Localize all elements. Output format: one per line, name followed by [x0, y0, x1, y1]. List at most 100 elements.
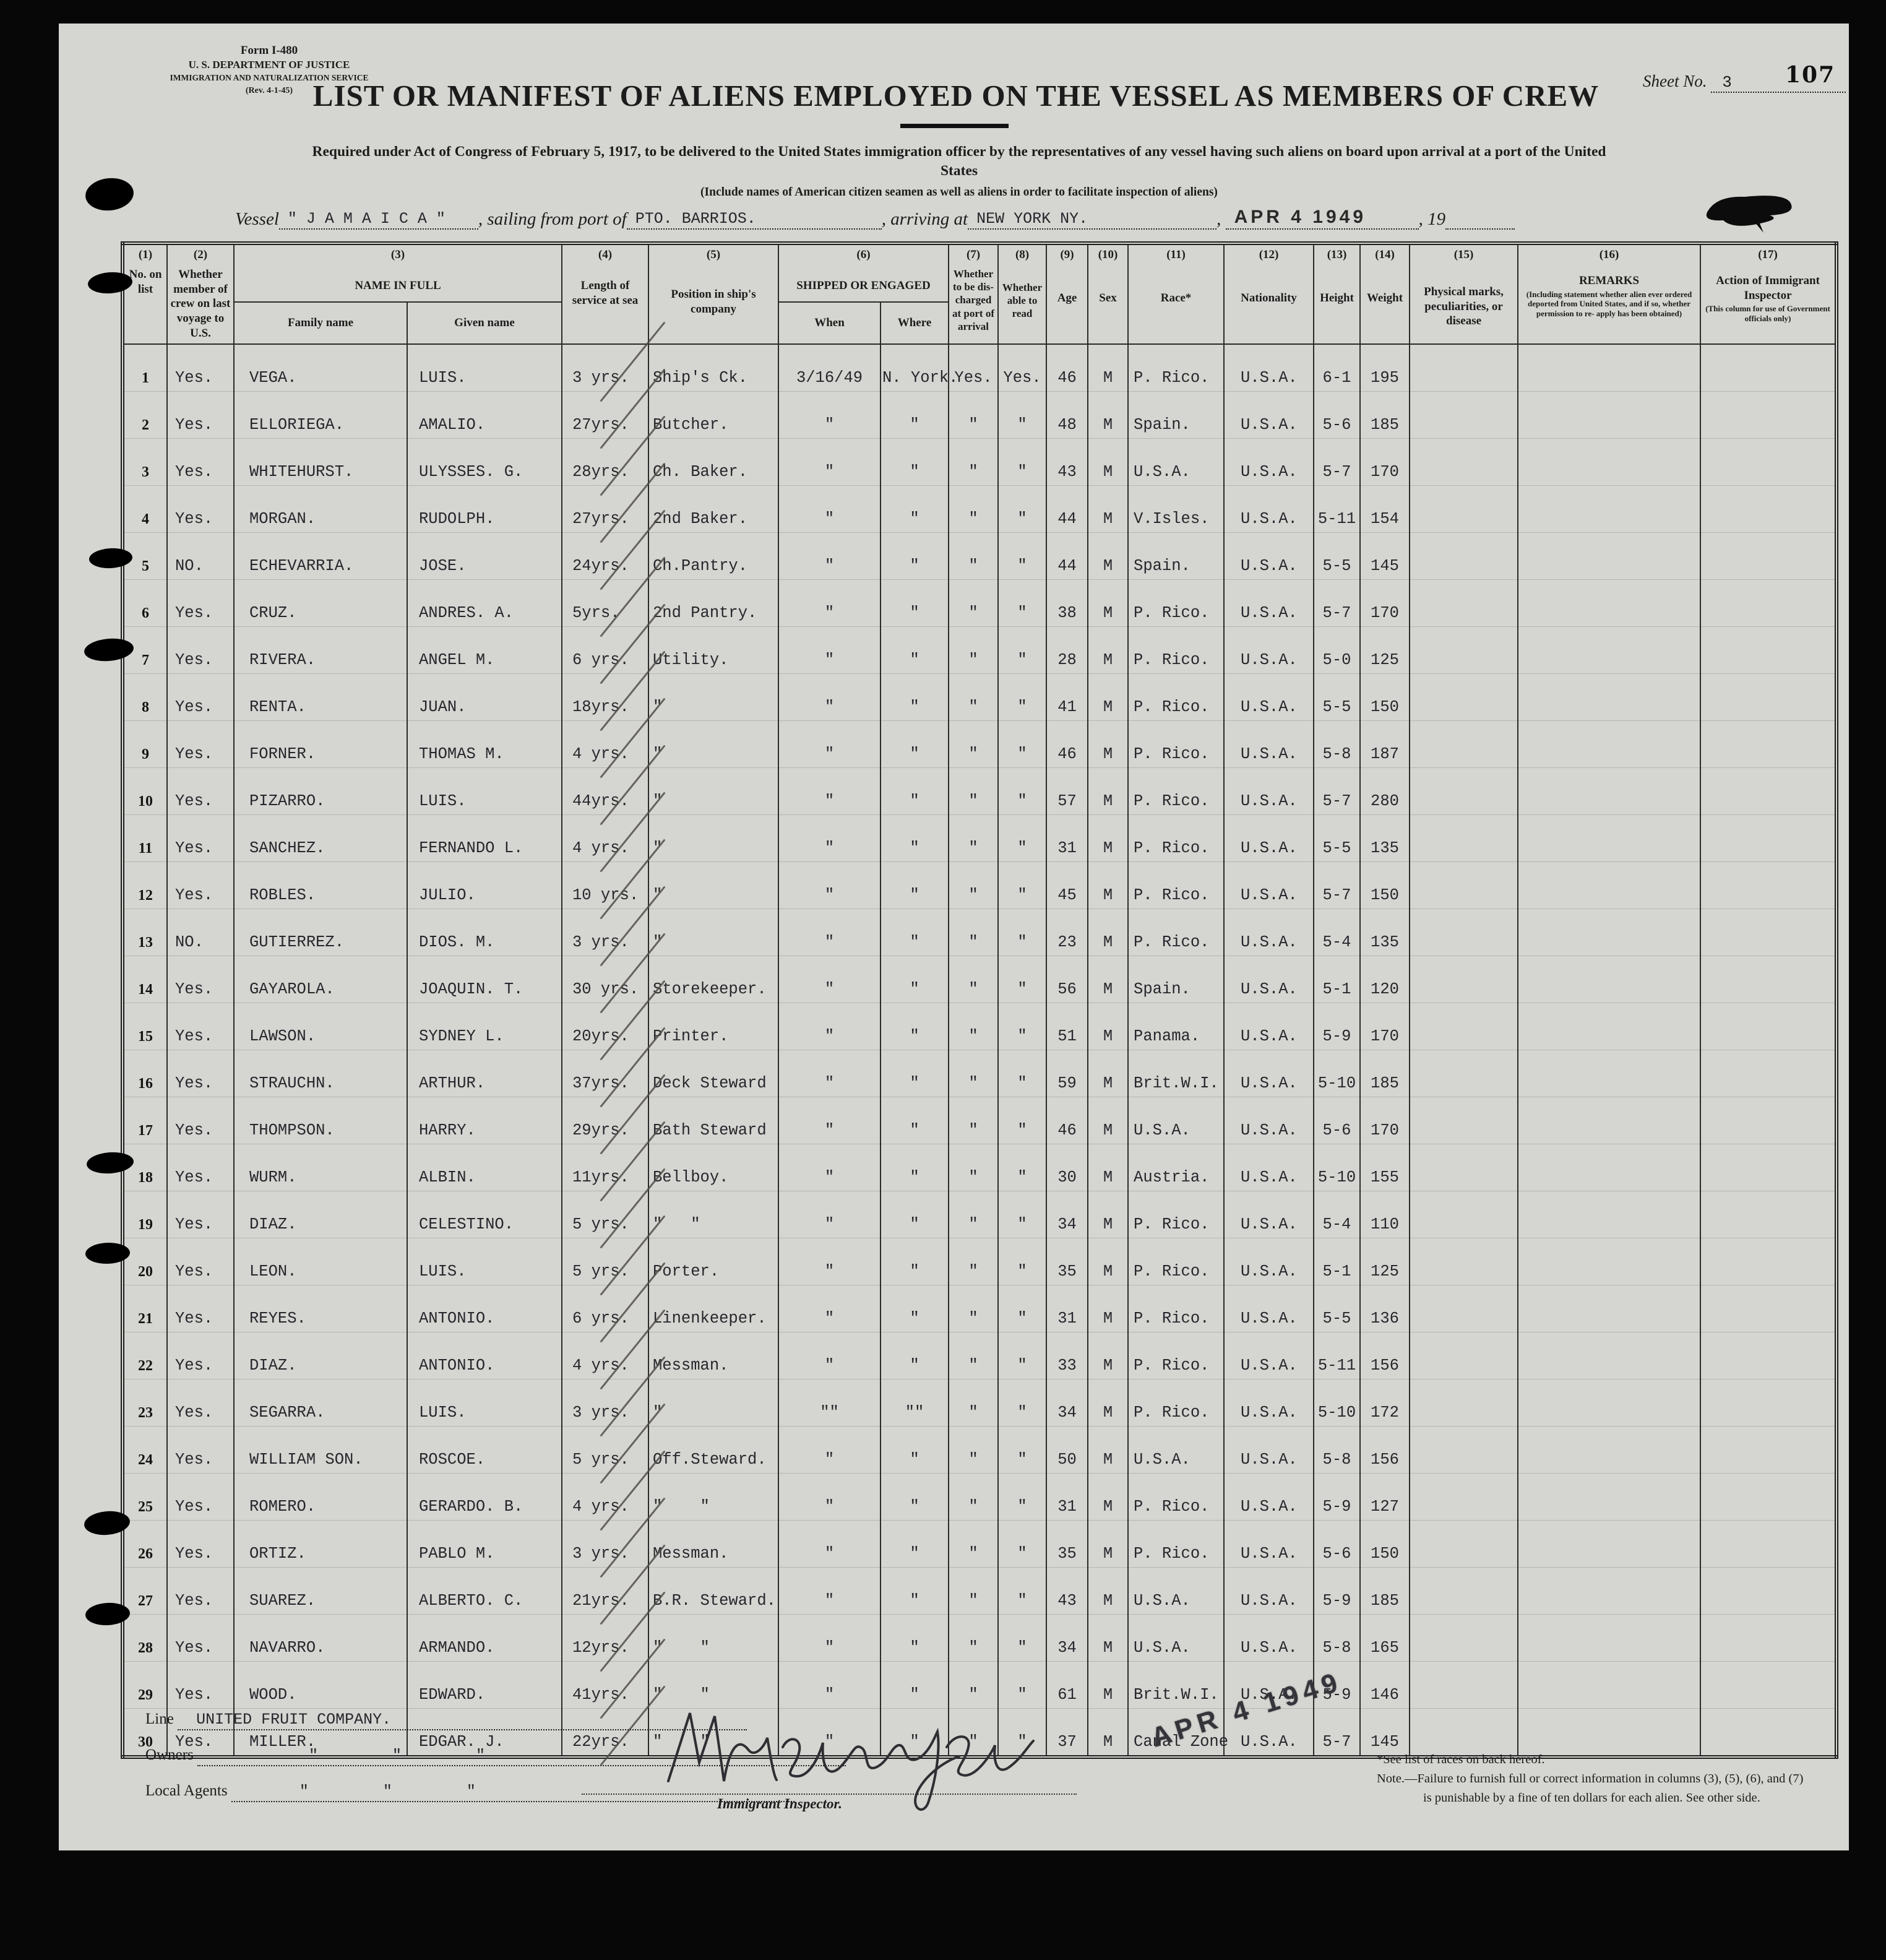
- cell-weight: 185: [1359, 1567, 1411, 1615]
- cell-height: 5-9: [1313, 1661, 1361, 1709]
- cell-list-number: 13: [122, 909, 168, 956]
- cell-family-name: SANCHEZ.: [233, 814, 408, 862]
- cell-given-name: ALBIN.: [407, 1144, 562, 1191]
- table-row: 10 Yes. PIZARRO. LUIS. 44yrs. " " " " " …: [122, 767, 1838, 815]
- cell-able-to-read: ": [997, 438, 1048, 486]
- cell-able-to-read: Yes.: [997, 343, 1048, 392]
- sailing-port-value: PTO. BARRIOS.: [626, 210, 882, 230]
- cell-remarks: [1517, 1285, 1702, 1332]
- cell-shipped-where: ": [879, 1191, 950, 1238]
- cell-shipped-where: ": [879, 1567, 950, 1615]
- cell-member-last-voyage: Yes.: [166, 1473, 235, 1521]
- cell-list-number: 12: [122, 861, 168, 909]
- cell-able-to-read: ": [997, 1144, 1048, 1191]
- cell-nationality: U.S.A.: [1223, 1426, 1315, 1474]
- cell-family-name: ROMERO.: [233, 1473, 408, 1521]
- cell-service-length: 20yrs.: [561, 1003, 649, 1050]
- table-row: 9 Yes. FORNER. THOMAS M. 4 yrs. " " " " …: [122, 720, 1838, 768]
- cell-age: 35: [1046, 1238, 1089, 1285]
- cell-shipped-where: N. York.: [879, 343, 958, 392]
- form-number: Form I-480: [240, 44, 298, 57]
- sheet-number-value: 3: [1711, 73, 1846, 93]
- cell-race: U.S.A.: [1127, 1097, 1225, 1144]
- page-title: LIST OR MANIFEST OF ALIENS EMPLOYED ON T…: [312, 79, 1600, 113]
- cell-given-name: DIOS. M.: [407, 909, 562, 956]
- cell-member-last-voyage: Yes.: [166, 673, 235, 721]
- cell-weight: 280: [1359, 767, 1411, 815]
- cell-family-name: CRUZ.: [233, 579, 408, 627]
- cell-member-last-voyage: Yes.: [166, 391, 235, 439]
- cell-nationality: U.S.A.: [1223, 343, 1315, 392]
- cell-weight: 150: [1359, 673, 1411, 721]
- cell-inspector-action: [1700, 1567, 1838, 1615]
- cell-given-name: JULIO.: [407, 861, 562, 909]
- cell-age: 50: [1046, 1426, 1089, 1474]
- cell-remarks: [1517, 485, 1702, 533]
- cell-member-last-voyage: Yes.: [166, 1050, 235, 1097]
- cell-given-name: ANDRES. A.: [407, 579, 562, 627]
- cell-age: 43: [1046, 438, 1089, 486]
- year-label: , 19: [1418, 209, 1446, 229]
- cell-remarks: [1517, 673, 1702, 721]
- cell-physical-marks: [1409, 438, 1519, 486]
- cell-given-name: PABLO M.: [407, 1520, 562, 1568]
- cell-family-name: LEON.: [233, 1238, 408, 1285]
- cell-given-name: THOMAS M.: [407, 720, 562, 768]
- cell-given-name: JOSE.: [407, 532, 562, 580]
- cell-discharged: ": [948, 1567, 999, 1615]
- cell-physical-marks: [1409, 1426, 1519, 1474]
- cell-list-number: 23: [122, 1379, 168, 1427]
- cell-sex: M: [1087, 626, 1129, 674]
- cell-able-to-read: ": [997, 956, 1048, 1003]
- cell-nationality: U.S.A.: [1223, 1520, 1315, 1568]
- cell-member-last-voyage: Yes.: [166, 956, 235, 1003]
- cell-race: U.S.A.: [1127, 1426, 1225, 1474]
- table-row: 7 Yes. RIVERA. ANGEL M. 6 yrs. Utility. …: [122, 626, 1838, 674]
- cell-age: 46: [1046, 720, 1089, 768]
- cell-nationality: U.S.A.: [1223, 1614, 1315, 1662]
- col-header-position: (5) Position in ship's company: [648, 243, 779, 345]
- cell-discharged: ": [948, 1003, 999, 1050]
- cell-race: Spain.: [1127, 532, 1225, 580]
- table-row: 3 Yes. WHITEHURST. ULYSSES. G. 28yrs. Ch…: [122, 438, 1838, 486]
- cell-remarks: [1517, 1332, 1702, 1379]
- cell-able-to-read: ": [997, 1426, 1048, 1474]
- cell-weight: 165: [1359, 1614, 1411, 1662]
- cell-given-name: ANTONIO.: [407, 1332, 562, 1379]
- cell-race: Austria.: [1127, 1144, 1225, 1191]
- cell-nationality: U.S.A.: [1223, 626, 1315, 674]
- vessel-name-value: " J A M A I C A ": [278, 210, 478, 230]
- cell-given-name: LUIS.: [407, 767, 562, 815]
- cell-inspector-action: [1700, 391, 1838, 439]
- cell-remarks: [1517, 1191, 1702, 1238]
- cell-shipped-when: ": [778, 1567, 881, 1615]
- cell-shipped-where: ": [879, 1426, 950, 1474]
- cell-position: Porter.: [648, 1238, 779, 1285]
- cell-remarks: [1517, 909, 1702, 956]
- cell-sex: M: [1087, 391, 1129, 439]
- cell-height: 5-0: [1313, 626, 1361, 674]
- owners-value: " " ": [197, 1746, 846, 1766]
- cell-member-last-voyage: Yes.: [166, 1520, 235, 1568]
- cell-able-to-read: ": [997, 720, 1048, 768]
- cell-age: 34: [1046, 1191, 1089, 1238]
- cell-inspector-action: [1700, 1614, 1838, 1662]
- cell-member-last-voyage: Yes.: [166, 438, 235, 486]
- penalty-note-line2: is punishable by a fine of ten dollars f…: [1423, 1790, 1760, 1805]
- cell-discharged: ": [948, 1097, 999, 1144]
- cell-age: 38: [1046, 579, 1089, 627]
- cell-list-number: 2: [122, 391, 168, 439]
- cell-age: 45: [1046, 861, 1089, 909]
- cell-race: P. Rico.: [1127, 343, 1225, 392]
- cell-shipped-when: ": [778, 1191, 881, 1238]
- col-header-action: (17) Action of Immigrant Inspector (This…: [1700, 243, 1838, 345]
- cell-remarks: [1517, 391, 1702, 439]
- cell-able-to-read: ": [997, 1614, 1048, 1662]
- table-row: 4 Yes. MORGAN. RUDOLPH. 27yrs. 2nd Baker…: [122, 485, 1838, 533]
- table-row: 12 Yes. ROBLES. JULIO. 10 yrs. " " " " "…: [122, 861, 1838, 909]
- cell-given-name: LUIS.: [407, 343, 562, 392]
- cell-physical-marks: [1409, 1285, 1519, 1332]
- cell-race: Brit.W.I.: [1127, 1050, 1225, 1097]
- cell-remarks: [1517, 1708, 1702, 1757]
- cell-inspector-action: [1700, 1285, 1838, 1332]
